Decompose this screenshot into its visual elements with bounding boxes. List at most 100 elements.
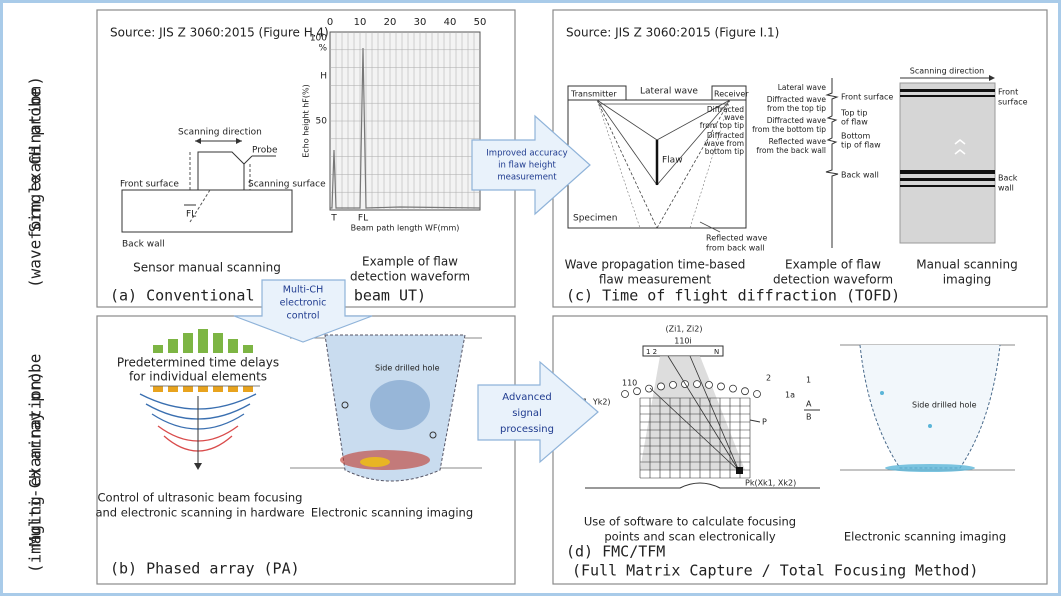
label: Back wall [122, 240, 165, 250]
caption: Electronic scanning imaging [844, 530, 1006, 544]
source: Source: JIS Z 3060:2015 (Figure I.1) [566, 26, 779, 40]
label: Beam path length WF(mm) [351, 224, 460, 233]
label: from the back wall [756, 146, 826, 155]
tick-label: 40 [444, 17, 457, 28]
caption: Use of software to calculate focusing [584, 515, 796, 529]
focus-point [736, 467, 743, 474]
label: Reflected wave [706, 234, 767, 243]
label: Probe [252, 146, 278, 156]
page-body: Single CH probe(waveform examination)Mul… [0, 0, 1061, 596]
label: FL [358, 214, 368, 224]
caption: and electronic scanning in hardware [95, 506, 304, 520]
array-element [198, 386, 208, 392]
source: Source: JIS Z 3060:2015 (Figure H.4) [110, 26, 329, 40]
tfm-echo [928, 424, 932, 428]
panel-title: (b) Phased array (PA) [110, 560, 300, 578]
caption: Control of ultrasonic beam focusing [98, 491, 303, 505]
panel-title: (c) Time of flight diffraction (TOFD) [566, 287, 900, 305]
array-element [183, 386, 193, 392]
element [622, 391, 629, 398]
label: B [806, 413, 812, 422]
label: Multi-CH [283, 285, 323, 296]
element [634, 388, 641, 395]
element [718, 383, 725, 390]
array-element [168, 386, 178, 392]
caption: Example of flaw [785, 258, 881, 272]
element [730, 385, 737, 392]
label: Front surface [120, 180, 179, 190]
caption: Manual scanning [916, 258, 1017, 272]
label: Bottom [841, 132, 871, 141]
label: signal [512, 408, 542, 419]
label: Echo height hF(%) [302, 84, 311, 158]
tick-label: 50 [316, 117, 328, 127]
tick-label: 100 [310, 34, 327, 44]
caption: detection waveform [350, 270, 470, 284]
label: Scanning direction [178, 128, 262, 138]
label: Side drilled hole [912, 401, 977, 410]
label: bottom tip [705, 147, 745, 156]
label: FL [186, 210, 196, 220]
delay-bar [213, 333, 223, 353]
label: from back wall [706, 244, 765, 253]
caption: detection waveform [773, 273, 893, 287]
tick-label: 0 [327, 17, 333, 28]
label: surface [998, 98, 1028, 107]
tick-label: 10 [354, 17, 367, 28]
label: tip of flaw [841, 141, 881, 150]
page: Ultrasonic testing methods { "side_label… [0, 0, 1061, 596]
element [742, 388, 749, 395]
label: N [714, 348, 719, 356]
echo-band [900, 95, 995, 97]
element [706, 381, 713, 388]
label: control [287, 311, 320, 322]
panel-title: (d) FMC/TFM [566, 543, 665, 561]
label: 110i [674, 337, 692, 346]
label: Front [998, 88, 1018, 97]
diagram: Single CH probe(waveform examination)Mul… [0, 0, 1061, 596]
element [658, 383, 665, 390]
delay-bar [168, 339, 178, 353]
label: wall [998, 184, 1014, 193]
label: Specimen [573, 214, 617, 224]
label: of flaw [841, 118, 868, 127]
label: Lateral wave [640, 87, 698, 97]
label: electronic [280, 298, 327, 309]
label: T [330, 214, 337, 224]
caption: Electronic scanning imaging [311, 506, 473, 520]
pa-echo [360, 457, 390, 467]
label: Top tip [840, 109, 867, 118]
caption: points and scan electronically [604, 530, 776, 544]
label: Advanced [502, 392, 551, 403]
label: Back wall [841, 171, 879, 180]
pa-echo [370, 380, 430, 430]
echo-band [900, 185, 995, 187]
specimen [122, 190, 292, 232]
label: processing [500, 424, 554, 435]
label: from the bottom tip [752, 125, 826, 134]
delay-bar [228, 339, 238, 353]
label: 1a [785, 391, 795, 400]
element [754, 391, 761, 398]
label: measurement [497, 173, 557, 183]
label: 2 [766, 374, 771, 383]
label: 1 2 [646, 348, 657, 356]
delay-bar [198, 329, 208, 353]
delay-bar [153, 345, 163, 353]
label: 1 [806, 376, 811, 385]
label: Pk(Xk1, Xk2) [745, 479, 796, 488]
label: Receiver [714, 90, 749, 99]
element [694, 381, 701, 388]
array-element [228, 386, 238, 392]
tick-label: % [318, 44, 327, 54]
label: for individual elements [129, 370, 267, 384]
element [670, 381, 677, 388]
label: Flaw [662, 156, 683, 166]
label: Back [998, 174, 1018, 183]
tick-label: 20 [384, 17, 397, 28]
label: Front surface [841, 93, 893, 102]
caption: Wave propagation time-based [565, 258, 746, 272]
label: in flaw height [498, 161, 556, 171]
echo-band [900, 170, 995, 174]
panel-title: (Full Matrix Capture / Total Focusing Me… [572, 562, 978, 580]
